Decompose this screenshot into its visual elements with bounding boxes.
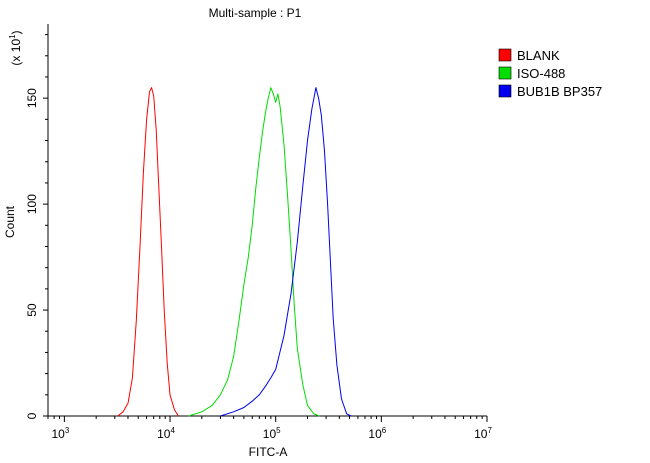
series-line-blank: [117, 87, 179, 417]
x-tick-label: 106: [368, 426, 386, 441]
legend-swatch: [498, 84, 512, 98]
legend: BLANK ISO-488 BUB1B BP357: [498, 48, 602, 99]
y-tick-label: 100: [25, 194, 39, 214]
y-multiplier-close: ): [9, 30, 23, 34]
x-tick-label: 107: [474, 426, 492, 441]
x-tick-label: 105: [263, 426, 281, 441]
y-multiplier-label: (x 101): [8, 30, 23, 65]
legend-label: ISO-488: [517, 66, 565, 81]
legend-swatch: [498, 48, 512, 62]
series-line-bub1b-bp357: [220, 87, 352, 417]
y-tick-label: 150: [25, 88, 39, 108]
y-multiplier-base: (x 10: [9, 39, 23, 66]
y-axis-label: Count: [3, 205, 17, 238]
x-axis-label: FITC-A: [249, 445, 288, 459]
y-tick-label: 50: [25, 303, 39, 317]
y-tick-label: 0: [25, 412, 39, 419]
legend-swatch: [498, 66, 512, 80]
svg-text:(x 101): (x 101): [8, 30, 23, 65]
series-line-iso-488: [188, 87, 320, 417]
x-tick-label: 103: [51, 426, 69, 441]
legend-label: BLANK: [517, 48, 560, 63]
chart-title: Multi-sample : P1: [209, 6, 302, 20]
x-tick-label: 104: [157, 426, 175, 441]
plot-area: 0 50 100 150 103 104 105 106 107: [25, 24, 492, 441]
y-multiplier-exp: 1: [8, 34, 17, 39]
legend-label: BUB1B BP357: [517, 84, 602, 99]
